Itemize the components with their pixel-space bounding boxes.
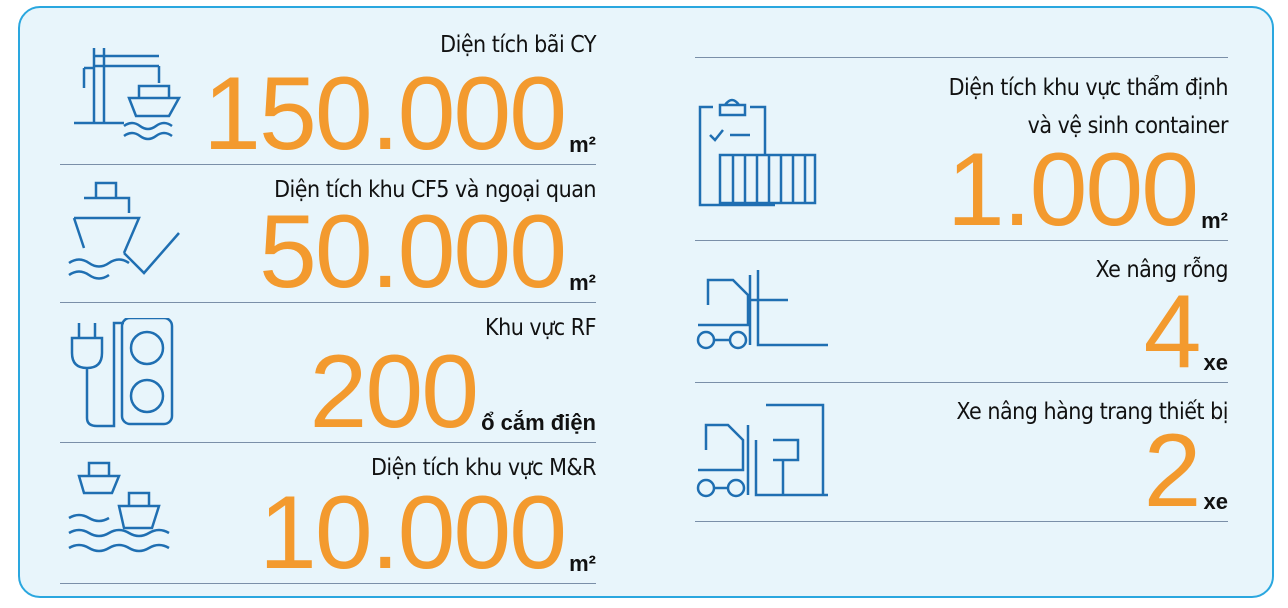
label-line: Xe nâng rỗng [1095,257,1229,283]
stat-unit: xe [1203,489,1228,514]
stat-label: Xe nâng rỗng [1095,251,1229,289]
label-line: Xe nâng hàng trang thiết bị [956,399,1228,425]
stat-unit: m² [1201,208,1228,233]
stat-unit: xe [1203,350,1228,375]
stat-value-row: 2 xe [1143,413,1228,529]
stat-label: Diện tích khu vực M&R [371,449,597,487]
stat-item: Diện tích khu vực thẩm định và vệ sinh co… [695,59,1229,248]
stat-item: Xe nâng rỗng 4 xe [695,241,1229,390]
crane-icon [74,48,182,141]
forklift-icon [696,270,828,350]
forklift-load-icon [696,403,828,498]
divider [695,57,1228,58]
stat-label: Diện tích khu vực thẩm định và vệ sinh co… [948,69,1229,145]
label-line: Diện tích khu vực M&R [371,455,597,481]
stat-label: Diện tích bãi CY [440,26,596,64]
stat-value: 2 [1143,413,1202,529]
stat-value: 150.000 [203,56,567,172]
label-line: và vệ sinh container [1027,113,1229,139]
stat-unit: m² [569,132,596,157]
stat-item: Xe nâng hàng trang thiết bị 2 xe [695,383,1228,529]
stat-value: 10.000 [259,475,567,591]
stat-value: 200 [309,334,480,450]
label-line: Khu vực RF [485,315,596,341]
stat-value-row: 200 ổ cắm điện [309,334,596,450]
stat-unit: m² [569,270,596,295]
stat-unit: ổ cắm điện [481,410,596,435]
stat-value-row: 4 xe [1143,274,1228,390]
container-icon [698,98,817,207]
plug-icon [70,318,174,428]
label-line: Diện tích khu CF5 và ngoại quan [274,177,596,203]
stat-value-row: 10.000 m² [259,475,596,591]
stat-value-row: 1.000 m² [946,132,1228,248]
stat-value-row: 50.000 m² [259,194,596,310]
stat-unit: m² [569,551,596,576]
ships-icon [68,461,170,553]
stat-value: 4 [1143,274,1202,390]
ship-check-icon [68,181,180,280]
label-line: Diện tích khu vực thẩm định [948,75,1229,101]
stat-label: Khu vực RF [485,309,596,347]
stat-value: 1.000 [946,132,1199,248]
stat-label: Diện tích khu CF5 và ngoại quan [274,171,596,209]
stat-value: 50.000 [259,194,567,310]
stat-item: Khu vực RF 200 ổ cắm điện [60,303,596,450]
stat-item: Diện tích bãi CY 150.000 m² [60,20,596,172]
stat-item: Diện tích khu CF5 và ngoại quan 50.000 m² [60,165,596,310]
label-line: Diện tích bãi CY [440,32,596,58]
stat-label: Xe nâng hàng trang thiết bị [956,393,1228,431]
stat-item: Diện tích khu vực M&R 10.000 m² [60,443,597,591]
stat-value-row: 150.000 m² [203,56,596,172]
